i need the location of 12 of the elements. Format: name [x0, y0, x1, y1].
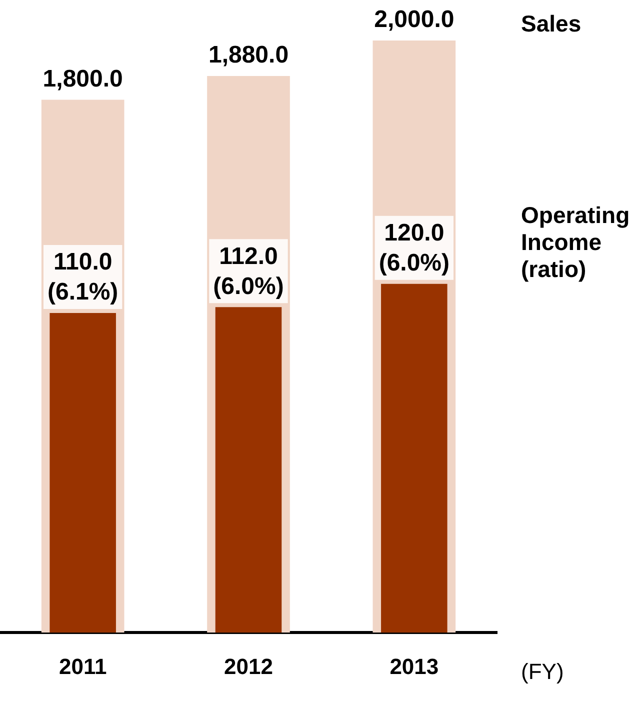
- x-tick-label: 2013: [390, 654, 439, 679]
- data-label: 2,000.0: [374, 6, 454, 34]
- data-label: 1,880.0: [208, 42, 289, 69]
- x-axis-title: (FY): [521, 659, 564, 684]
- data-label: 1,800.0: [42, 65, 123, 92]
- x-tick-label: 2012: [224, 654, 273, 679]
- data-label: 112.0 (6.0%): [213, 242, 284, 300]
- text: Sales: [521, 10, 582, 36]
- text: Operating Income (ratio): [521, 202, 630, 282]
- x-tick-label: 2011: [58, 654, 107, 679]
- data-label: 110.0 (6.1%): [47, 248, 118, 306]
- data-label: 120.0 (6.0%): [378, 220, 450, 277]
